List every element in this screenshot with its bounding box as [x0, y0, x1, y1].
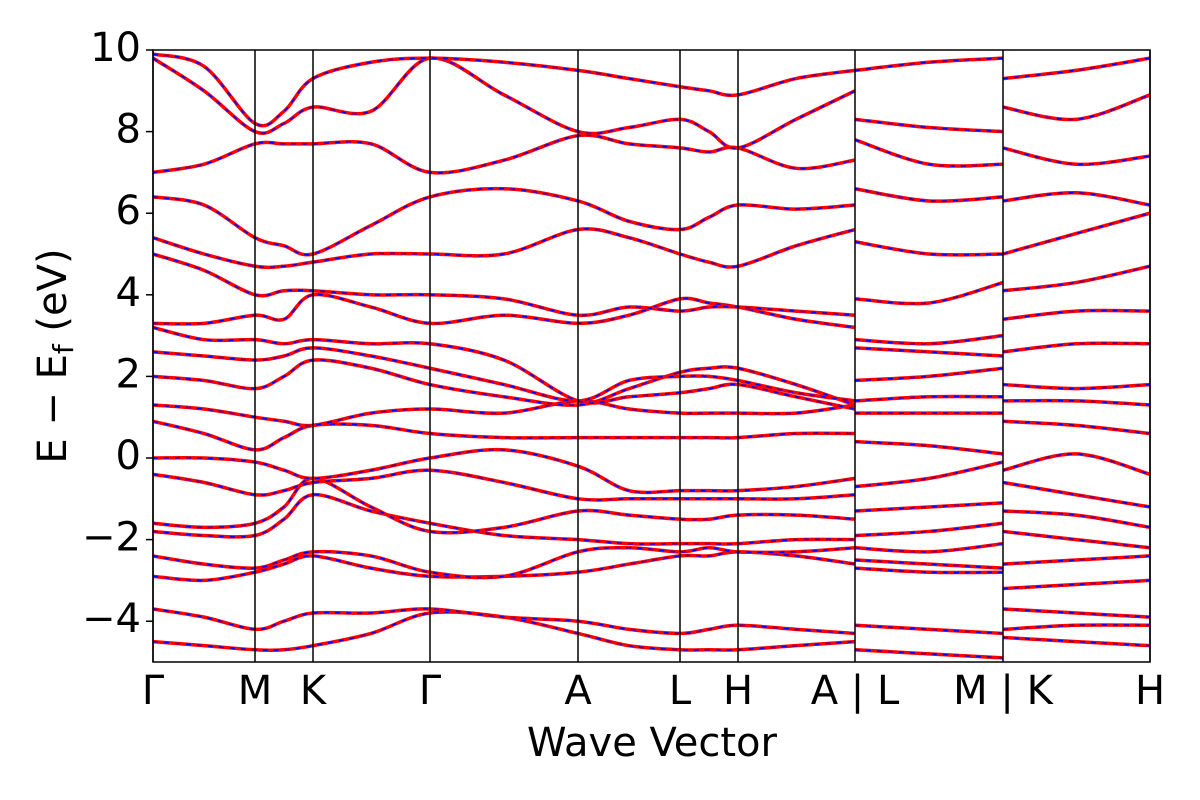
band-line-overlay: [153, 477, 1150, 549]
band-line: [153, 550, 1150, 619]
y-label-main: E − E: [30, 354, 76, 464]
band-line: [153, 52, 1150, 128]
band-line-overlay: [153, 326, 1150, 410]
band-line: [153, 133, 1150, 175]
band-line-overlay: [153, 212, 1150, 269]
x-tick-label: M: [238, 668, 273, 714]
x-tick-label: H: [1135, 668, 1165, 714]
band-line: [153, 211, 1150, 270]
y-tick-label: 4: [116, 270, 141, 316]
band-line-overlay: [153, 448, 1150, 508]
band-line-overlay: [153, 420, 1150, 476]
x-tick-label: Γ: [419, 668, 442, 714]
band-line: [153, 419, 1150, 477]
x-tick-label: A: [564, 668, 592, 714]
x-tick-label: H: [723, 668, 753, 714]
band-line-overlay: [153, 187, 1150, 256]
band-line-overlay: [153, 359, 1150, 406]
y-label-rest: (eV): [30, 248, 76, 344]
x-tick-label: M | K: [953, 668, 1054, 714]
x-tick-label: Γ: [142, 668, 165, 714]
band-line-overlay: [153, 608, 1150, 635]
x-axis-label: Wave Vector: [527, 720, 778, 766]
bands: [153, 52, 1150, 660]
y-tick-label: 6: [116, 188, 141, 234]
band-line: [153, 476, 1150, 550]
band-line-overlay: [153, 347, 1150, 402]
band-line-overlay: [153, 469, 1150, 529]
band-line-overlay: [153, 293, 1150, 345]
band-line: [153, 358, 1150, 407]
y-tick-label: 2: [116, 351, 141, 397]
band-line-overlay: [153, 546, 1150, 590]
y-axis-label: E − Ef (eV): [30, 248, 80, 463]
x-tick-label: L: [669, 668, 692, 714]
y-tick-label: 0: [116, 433, 141, 479]
x-tick-label: K: [300, 668, 328, 714]
y-tick-label: 10: [90, 25, 141, 71]
band-line-overlay: [153, 57, 1150, 149]
band-line-overlay: [153, 253, 1150, 317]
y-tick-label: 8: [116, 107, 141, 153]
band-line-overlay: [153, 493, 1150, 565]
band-line-overlay: [153, 400, 1150, 435]
y-tick-label: −2: [82, 515, 141, 561]
band-line: [153, 607, 1150, 636]
y-tick-label: −4: [82, 596, 141, 642]
x-tick-label: A | L: [811, 668, 900, 714]
y-label-sub: f: [47, 343, 80, 354]
band-line-overlay: [153, 134, 1150, 174]
plot-frame: [152, 49, 1151, 663]
band-line: [153, 56, 1150, 150]
